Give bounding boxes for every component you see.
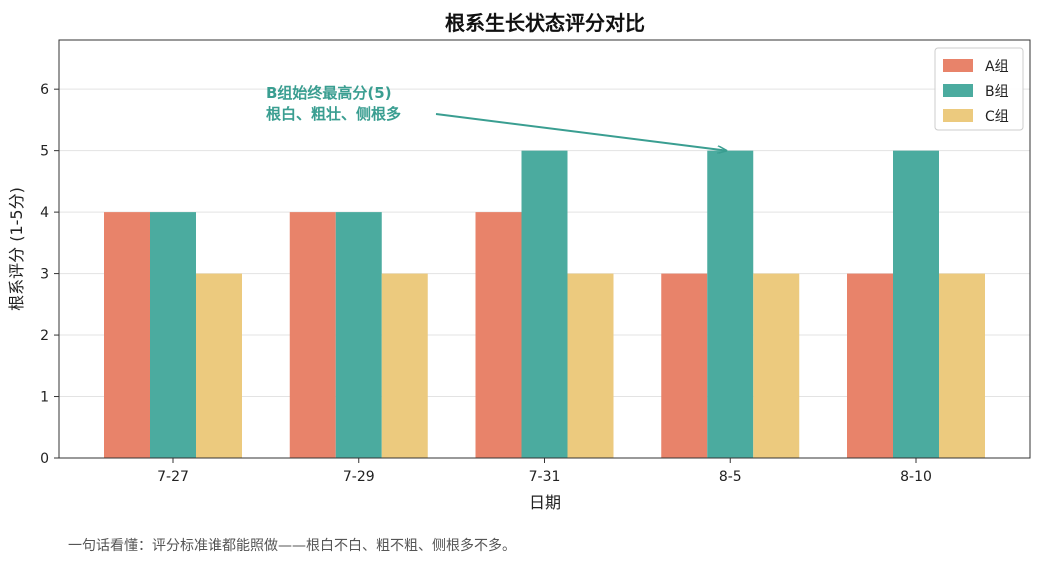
y-tick-label: 1 — [40, 390, 49, 406]
legend-swatch — [943, 109, 973, 122]
bar-C组-8-10 — [939, 273, 985, 458]
bar-B组-8-10 — [893, 150, 939, 458]
annotation: B组始终最高分(5) 根白、粗壮、侧根多 — [266, 84, 726, 151]
bar-C组-7-29 — [381, 273, 428, 458]
x-tick-label: 7-31 — [529, 469, 561, 485]
bar-A组-7-27 — [104, 212, 150, 458]
annotation-text: B组始终最高分(5) — [266, 84, 392, 102]
x-tick-label: 8-10 — [900, 469, 932, 485]
bar-A组-7-31 — [475, 212, 522, 458]
bar-C组-7-27 — [196, 273, 242, 458]
y-tick-label: 4 — [40, 205, 49, 221]
bars — [104, 150, 985, 458]
legend-label: B组 — [985, 84, 1009, 100]
y-tick-label: 3 — [40, 267, 49, 283]
bar-B组-8-5 — [707, 150, 754, 458]
bar-A组-8-10 — [847, 273, 893, 458]
y-tick-label: 6 — [40, 82, 49, 98]
y-axis-label: 根系评分 (1-5分) — [7, 187, 26, 311]
bar-A组-8-5 — [661, 273, 708, 458]
x-tick-label: 7-29 — [343, 469, 375, 485]
bar-C组-7-31 — [567, 273, 614, 458]
bar-B组-7-29 — [335, 212, 382, 458]
x-tick-label: 7-27 — [157, 469, 189, 485]
bar-B组-7-31 — [521, 150, 568, 458]
legend-swatch — [943, 84, 973, 97]
annotation-text: 根白、粗壮、侧根多 — [266, 105, 401, 123]
y-tick-label: 5 — [40, 144, 49, 160]
legend-swatch — [943, 59, 973, 72]
y-tick-label: 2 — [40, 328, 49, 344]
x-tick-label: 8-5 — [719, 469, 742, 485]
x-axis-label: 日期 — [529, 493, 561, 512]
y-tick-label: 0 — [40, 451, 49, 467]
bar-B组-7-27 — [150, 212, 196, 458]
annotation-arrow — [435, 113, 726, 151]
caption: 一句话看懂：评分标准谁都能照做——根白不白、粗不粗、侧根多不多。 — [68, 538, 516, 554]
legend: A组 B组 C组 — [934, 47, 1024, 131]
y-axis: 0 1 2 3 4 5 6 — [40, 82, 59, 467]
bar-A组-7-29 — [289, 212, 336, 458]
legend-label: C组 — [985, 109, 1009, 125]
bar-C组-8-5 — [753, 273, 800, 458]
chart-title: 根系生长状态评分对比 — [445, 11, 645, 35]
x-axis: 7-27 7-29 7-31 8-5 8-10 — [157, 458, 932, 485]
legend-label: A组 — [985, 59, 1009, 75]
